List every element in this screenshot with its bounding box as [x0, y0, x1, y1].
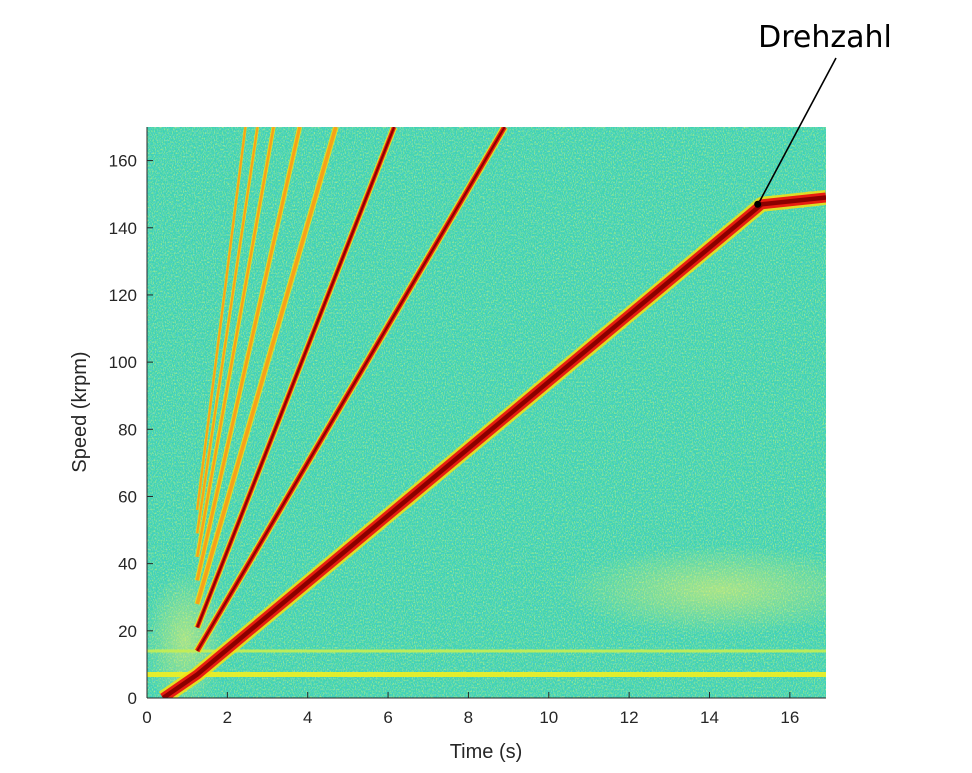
ridge-harmonic-7 [195, 127, 260, 534]
y-tick-label: 0 [128, 689, 137, 708]
annotation-leader-line [758, 57, 837, 202]
y-tick-label: 40 [118, 555, 137, 574]
x-tick-label: 14 [700, 708, 719, 727]
horizontal-bands [147, 649, 826, 677]
x-axis: 0 2 4 6 8 10 12 14 16 [142, 692, 826, 727]
spectral-ridges [158, 127, 826, 698]
y-tick-label: 20 [118, 622, 137, 641]
y-axis: 0 20 40 60 80 100 120 140 160 [109, 127, 153, 708]
x-tick-label: 4 [303, 708, 312, 727]
x-tick-label: 0 [142, 708, 151, 727]
ridge-harmonic-8 [195, 127, 247, 511]
ridge-harmonic-4 [194, 127, 339, 605]
annotation-text: Drehzahl [758, 20, 892, 55]
x-axis-label: Time (s) [450, 741, 523, 763]
ridge-main [158, 190, 826, 698]
x-tick-label: 6 [383, 708, 392, 727]
y-tick-label: 60 [118, 487, 137, 506]
y-tick-label: 160 [109, 152, 137, 171]
y-tick-label: 80 [118, 420, 137, 439]
ridge-harmonic-5 [194, 127, 303, 581]
x-tick-label: 8 [464, 708, 473, 727]
plot-area [147, 127, 826, 698]
x-tick-label: 2 [223, 708, 232, 727]
x-tick-label: 12 [620, 708, 639, 727]
annotation: Drehzahl [754, 20, 892, 208]
ridge-harmonic-3 [194, 127, 398, 629]
ridge-harmonic-2 [194, 127, 508, 653]
x-tick-label: 16 [780, 708, 799, 727]
y-axis-label: Speed (krpm) [69, 351, 91, 472]
heatmap-warm-region [560, 545, 826, 635]
x-tick-label: 10 [539, 708, 558, 727]
y-tick-label: 140 [109, 219, 137, 238]
annotation-marker [754, 200, 762, 208]
y-tick-label: 100 [109, 353, 137, 372]
ridge-harmonic-6 [195, 127, 276, 558]
y-tick-label: 120 [109, 286, 137, 305]
